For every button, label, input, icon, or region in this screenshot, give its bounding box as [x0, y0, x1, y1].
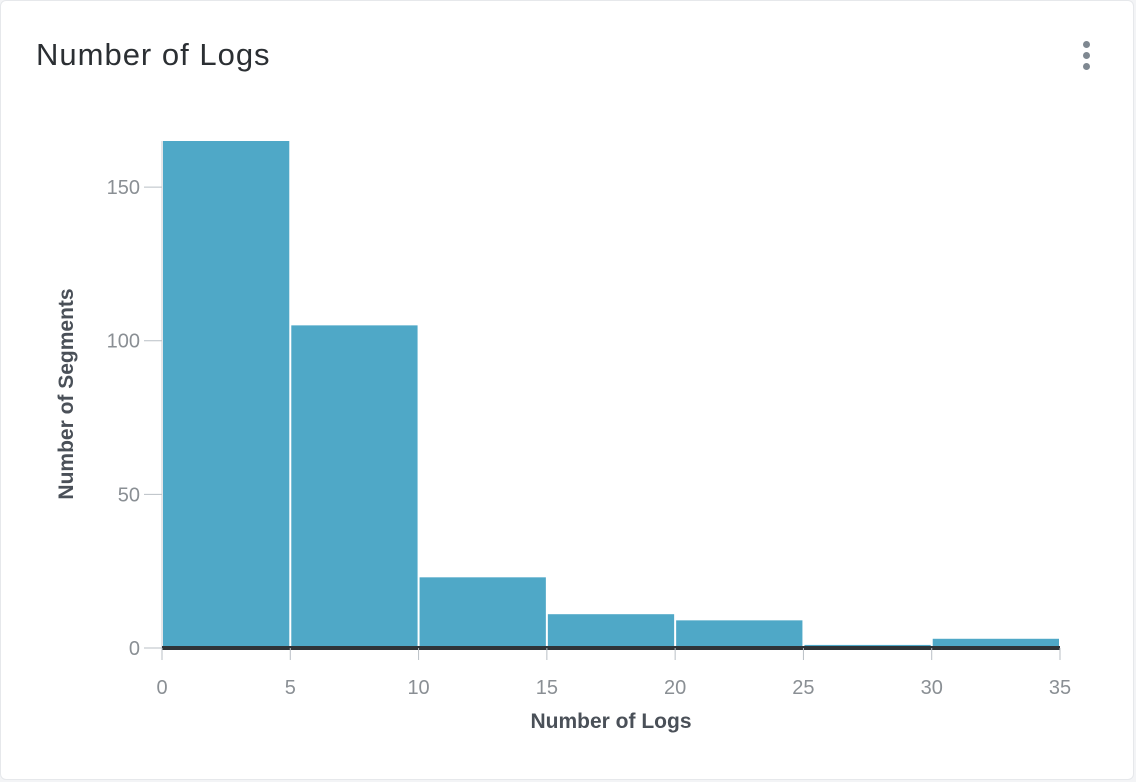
y-tick-label: 50: [118, 484, 140, 506]
x-tick-label: 25: [792, 677, 814, 699]
histogram-bar[interactable]: [291, 325, 418, 648]
card-title: Number of Logs: [36, 37, 271, 72]
histogram-bar[interactable]: [419, 577, 546, 648]
y-tick-label: 150: [107, 177, 140, 199]
menu-dot: [1082, 51, 1090, 59]
histogram-bar[interactable]: [676, 620, 803, 648]
x-tick-label: 30: [921, 677, 943, 699]
histogram-bar[interactable]: [932, 638, 1059, 648]
x-tick-label: 20: [664, 677, 686, 699]
histogram-bar[interactable]: [163, 141, 290, 648]
menu-dot: [1082, 62, 1090, 70]
x-tick-label: 10: [407, 677, 429, 699]
menu-dot: [1082, 40, 1090, 48]
x-tick-label: 35: [1049, 677, 1071, 699]
x-axis: 0 5 10 15 20 25 30 35: [156, 648, 1071, 699]
histogram-bar[interactable]: [547, 614, 675, 648]
more-vertical-icon[interactable]: [1071, 35, 1101, 75]
x-tick-label: 5: [285, 677, 296, 699]
y-tick-label: 0: [129, 638, 140, 660]
bars-group: [163, 141, 1059, 648]
y-tick-label: 100: [107, 331, 140, 353]
x-tick-label: 15: [536, 677, 558, 699]
y-axis-title: Number of Segments: [55, 288, 78, 499]
x-axis-title: Number of Logs: [531, 710, 692, 733]
y-axis-ticks: 0 50 100 150: [107, 177, 162, 660]
x-tick-label: 0: [156, 677, 167, 699]
